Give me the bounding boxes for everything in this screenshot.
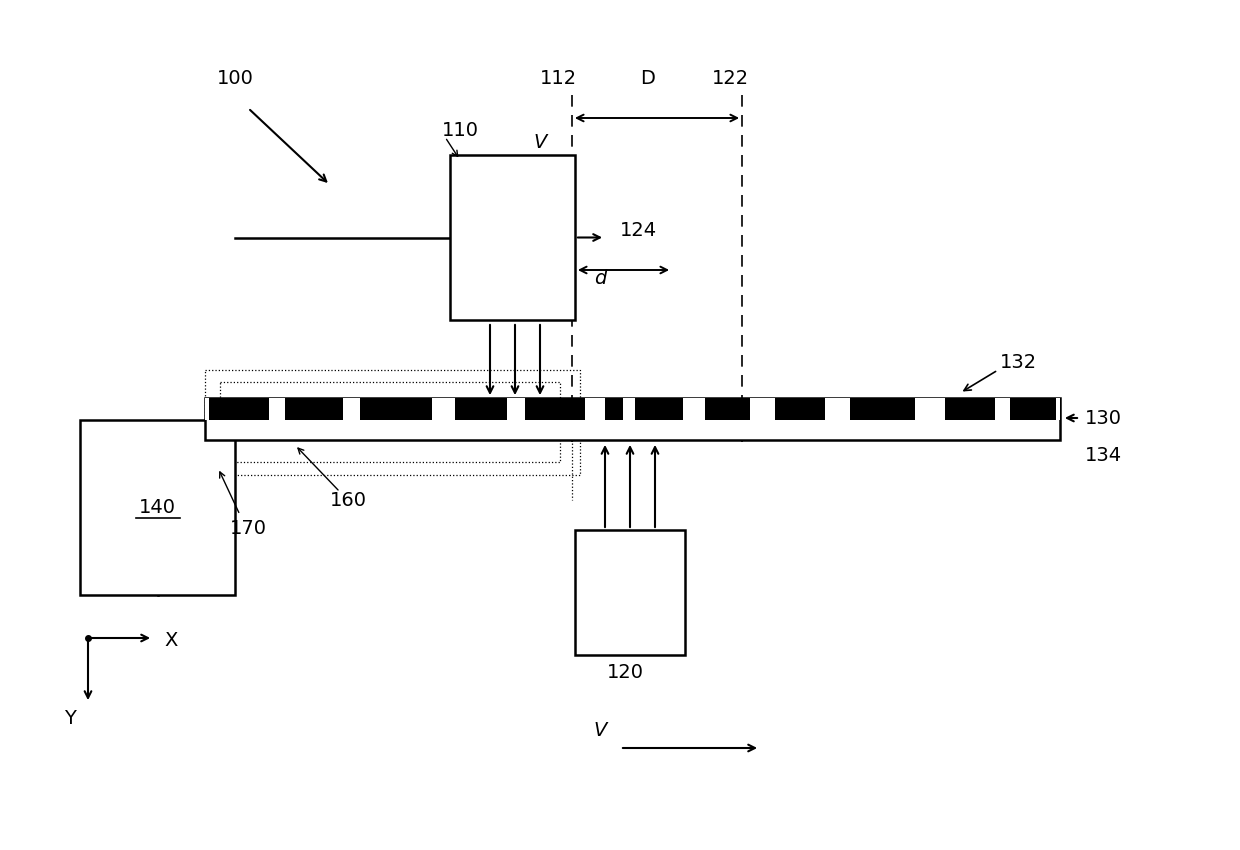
Bar [683,398,706,420]
Bar [1056,398,1060,420]
Text: 140: 140 [139,498,176,517]
Text: 130: 130 [1085,409,1122,428]
Bar [585,398,605,420]
Bar [915,398,945,420]
Bar [750,398,775,420]
Text: X: X [165,632,177,650]
Bar [205,398,1060,440]
Text: 112: 112 [539,69,577,88]
Text: 120: 120 [606,662,644,682]
Text: d: d [594,269,606,287]
Bar [343,398,360,420]
Text: 122: 122 [712,69,749,88]
Bar [825,398,849,420]
Bar [450,155,575,320]
Text: V: V [593,721,606,740]
Bar [507,398,525,420]
Text: 170: 170 [229,518,267,537]
Text: 160: 160 [330,490,367,509]
Bar [432,398,455,420]
Bar [622,398,635,420]
Bar [205,398,1060,420]
Text: 132: 132 [999,353,1037,371]
Text: 134: 134 [1085,445,1122,464]
Bar [219,382,560,462]
Text: 110: 110 [441,121,479,139]
Bar [205,398,210,420]
Bar [269,398,285,420]
Bar [994,398,1011,420]
Text: D: D [641,69,656,88]
Bar [81,420,236,595]
Text: 100: 100 [217,69,253,88]
Text: Y: Y [64,709,76,728]
Bar [205,370,580,475]
Text: V: V [533,133,547,151]
Text: 124: 124 [620,220,656,240]
Bar [575,530,684,655]
